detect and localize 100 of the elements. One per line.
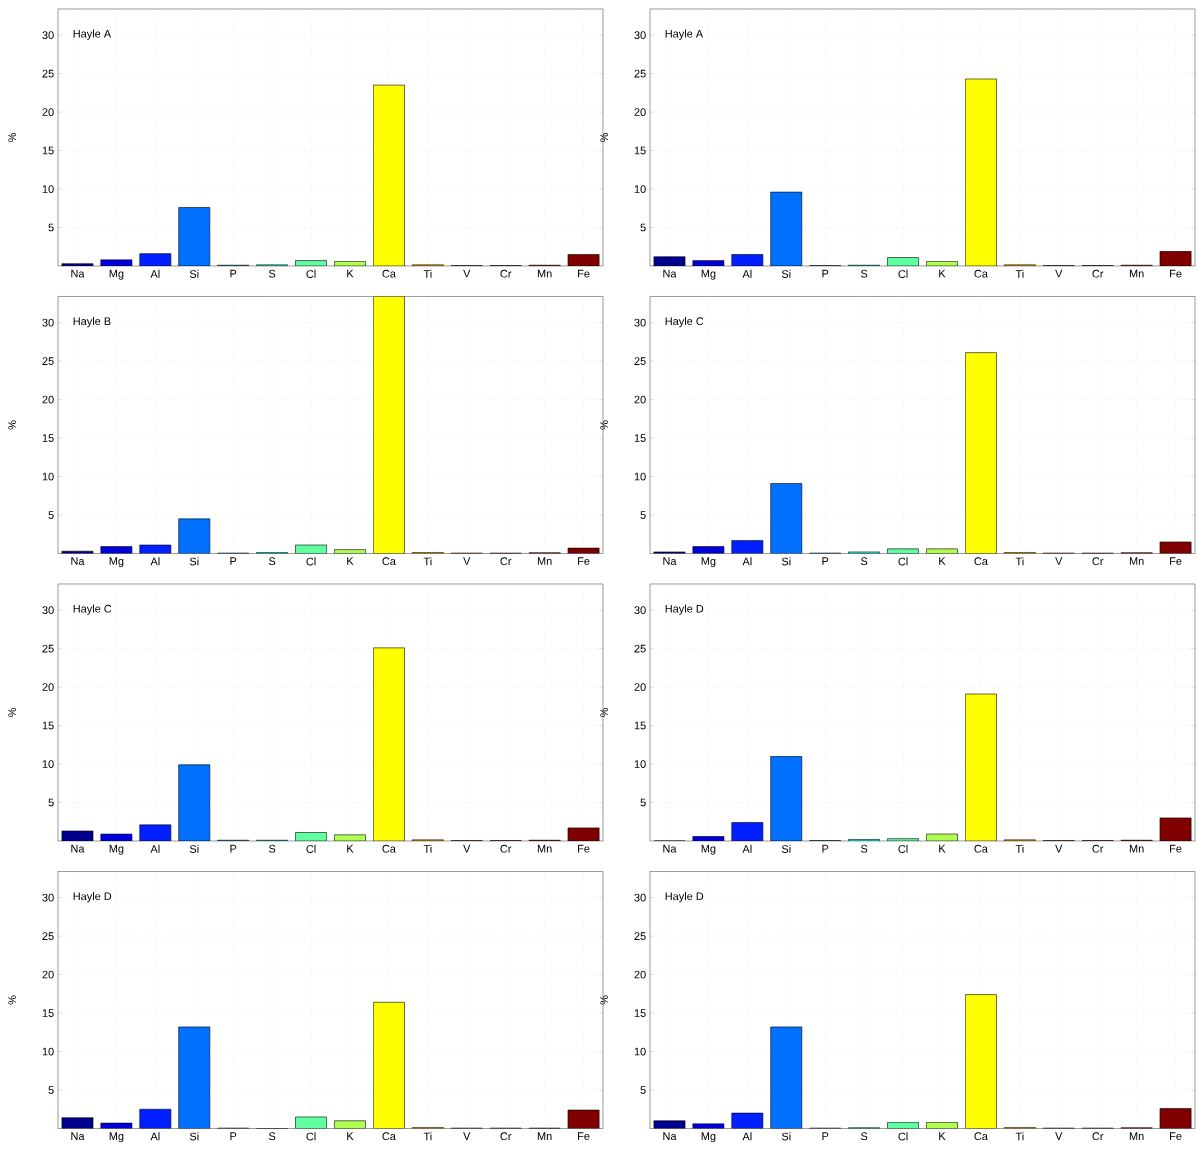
y-tick-label: 5 [640, 798, 646, 807]
x-tick-label: Cr [500, 557, 512, 566]
x-tick-label: Ti [423, 269, 432, 278]
text: Hayle A [665, 29, 704, 40]
x-tick-label: Fe [578, 269, 590, 278]
x-tick-label: Si [781, 557, 791, 566]
x-tick-label: Cr [500, 844, 512, 853]
x-tick-label: Ti [1015, 557, 1024, 566]
text: Hayle C [73, 604, 112, 615]
y-tick-label: 30 [634, 606, 646, 615]
x-tick-label: V [1055, 557, 1063, 565]
x-tick-label: Na [71, 557, 85, 565]
text: Hayle D [665, 604, 704, 615]
x-tick-label: Mn [1129, 557, 1144, 565]
y-tick-label: 30 [42, 31, 54, 40]
x-tick-label: Mg [701, 844, 716, 855]
y-tick-label: 5 [640, 511, 646, 519]
y-tick-label: 20 [634, 970, 646, 979]
x-tick-label: Ca [974, 1132, 988, 1141]
x-tick-label: Cr [1092, 844, 1104, 853]
y-tick-label: 15 [42, 146, 54, 155]
x-tick-label: P [230, 269, 237, 278]
x-tick-label: V [463, 844, 471, 853]
y-tick-label: 25 [634, 644, 646, 653]
y-tick-label: 5 [48, 223, 54, 232]
y-tick-label: 25 [42, 69, 54, 78]
x-tick-label: V [1055, 269, 1063, 278]
y-tick-label: 10 [634, 185, 646, 193]
x-tick-label: V [463, 557, 471, 565]
x-tick-label: K [939, 269, 946, 278]
x-tick-label: Ca [382, 269, 396, 278]
x-tick-label: K [347, 557, 354, 565]
y-tick-label: 5 [48, 798, 54, 807]
x-tick-label: S [860, 269, 868, 278]
x-tick-label: Na [663, 1132, 677, 1140]
y-axis-title: % [600, 133, 608, 142]
x-tick-label: Na [663, 844, 677, 853]
x-tick-label: S [268, 269, 276, 278]
x-tick-label: V [463, 269, 471, 278]
x-tick-label: Al [742, 269, 752, 278]
x-tick-label: Si [189, 269, 199, 278]
y-axis-title: % [600, 708, 608, 717]
x-tick-label: P [230, 557, 237, 565]
x-tick-label: Cl [898, 269, 908, 278]
x-tick-label: Na [71, 844, 85, 853]
x-tick-label: Mn [1129, 269, 1144, 278]
x-tick-label: Cl [306, 557, 316, 566]
y-tick-label: 25 [634, 69, 646, 78]
y-tick-label: 10 [634, 472, 646, 481]
x-tick-label: Ti [423, 557, 432, 566]
x-tick-label: Ca [974, 269, 988, 278]
y-tick-label: 20 [634, 683, 646, 691]
x-tick-label: Fe [1170, 269, 1182, 278]
x-tick-label: V [1055, 1132, 1063, 1140]
x-tick-label: Si [189, 1132, 199, 1141]
x-tick-label: Ti [423, 844, 432, 853]
x-tick-label: Mn [1129, 844, 1144, 853]
y-axis-title: % [8, 708, 16, 717]
x-tick-label: K [347, 269, 354, 278]
x-tick-label: S [860, 557, 868, 566]
x-tick-label: V [463, 1132, 471, 1140]
x-tick-label: S [860, 1132, 868, 1141]
x-tick-label: Mg [701, 269, 716, 280]
x-tick-label: P [822, 269, 829, 278]
text: Hayle D [73, 892, 112, 903]
x-tick-label: Na [663, 557, 677, 565]
x-tick-label: Ca [382, 557, 396, 566]
y-tick-label: 25 [42, 644, 54, 653]
x-tick-label: S [860, 844, 868, 853]
y-tick-label: 10 [42, 760, 54, 768]
y-tick-label: 5 [48, 1086, 54, 1094]
x-tick-label: Na [71, 1132, 85, 1140]
x-tick-label: Cl [306, 844, 316, 853]
y-tick-label: 25 [634, 932, 646, 940]
x-tick-label: Cl [898, 557, 908, 566]
y-tick-label: 20 [634, 108, 646, 116]
y-tick-label: 30 [634, 31, 646, 40]
x-tick-label: Cr [1092, 557, 1104, 566]
x-tick-label: Si [781, 269, 791, 278]
x-tick-label: S [268, 1132, 276, 1141]
x-tick-label: Ti [1015, 269, 1024, 278]
y-tick-label: 15 [634, 721, 646, 730]
x-tick-label: Na [71, 269, 85, 278]
x-tick-label: Cr [1092, 1132, 1104, 1141]
y-tick-label: 30 [634, 893, 646, 902]
y-tick-label: 15 [634, 1009, 646, 1017]
y-tick-label: 5 [640, 223, 646, 232]
x-tick-label: Cl [898, 844, 908, 853]
y-tick-label: 30 [42, 893, 54, 902]
x-tick-label: P [822, 557, 829, 565]
x-tick-label: Al [742, 1132, 752, 1141]
x-tick-label: Cl [306, 269, 316, 278]
x-tick-label: Fe [578, 1132, 590, 1140]
y-tick-label: 20 [42, 108, 54, 116]
x-tick-label: K [939, 1132, 946, 1140]
y-axis-title: % [8, 995, 16, 1005]
x-tick-label: Mg [109, 1132, 124, 1143]
x-tick-label: Mn [537, 557, 552, 565]
x-tick-label: Al [742, 844, 752, 853]
y-tick-label: 15 [42, 1009, 54, 1017]
